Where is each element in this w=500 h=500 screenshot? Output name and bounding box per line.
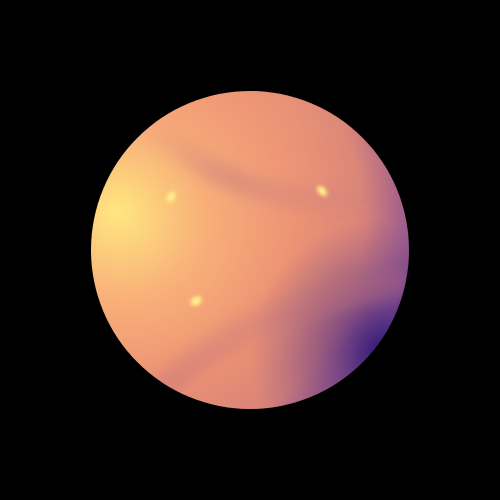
seam-ridge-lower [146, 271, 409, 404]
specular-highlight-right [314, 183, 330, 199]
specular-highlight-left [163, 188, 179, 206]
seam-ridge-upper [138, 108, 402, 215]
sphere-body [91, 91, 409, 409]
specular-highlight-bottom [187, 293, 205, 309]
